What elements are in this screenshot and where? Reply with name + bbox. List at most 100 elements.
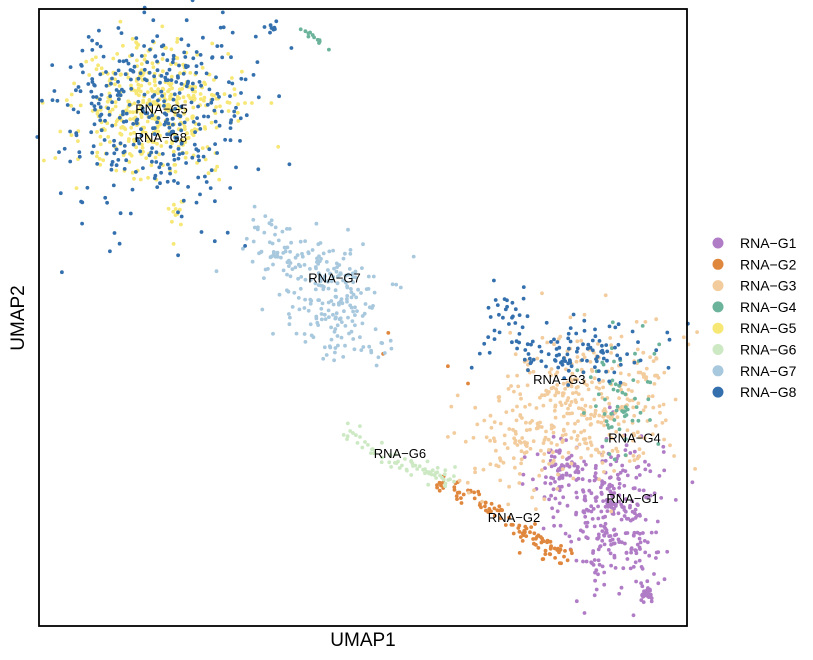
point-g8 (523, 348, 528, 352)
point-g3 (558, 334, 563, 339)
point-g8 (665, 330, 670, 335)
point-g5 (160, 86, 165, 91)
point-g7 (343, 280, 348, 285)
point-g8 (169, 78, 174, 82)
point-g7 (349, 329, 354, 334)
point-g1 (654, 530, 658, 535)
point-g7 (316, 283, 321, 287)
point-g3 (541, 403, 546, 408)
point-g8 (582, 328, 587, 333)
point-g7 (297, 307, 302, 312)
point-g8 (202, 114, 206, 119)
point-g2 (476, 489, 481, 494)
point-g8 (81, 70, 85, 75)
point-g4 (610, 346, 614, 351)
point-g3 (563, 387, 567, 391)
point-g8 (566, 383, 571, 387)
point-g4 (652, 351, 657, 356)
point-g8 (74, 88, 78, 93)
point-g8 (566, 331, 571, 336)
point-g7 (321, 356, 326, 361)
point-g1 (603, 458, 608, 463)
point-g3 (560, 433, 565, 438)
point-g3 (556, 472, 560, 477)
point-g8 (615, 353, 620, 358)
point-g3 (528, 427, 532, 432)
point-g8 (151, 18, 156, 23)
point-g1 (633, 548, 638, 553)
point-g7 (388, 338, 393, 343)
point-g5 (191, 133, 196, 138)
point-g3 (612, 469, 616, 473)
point-g4 (596, 392, 601, 397)
point-g8 (204, 180, 209, 184)
point-g3 (596, 342, 600, 346)
point-g3 (627, 372, 631, 377)
point-g1 (623, 469, 628, 473)
point-g8 (510, 340, 514, 345)
point-g3 (552, 408, 557, 413)
point-g7 (250, 259, 255, 264)
point-g8 (513, 321, 518, 325)
point-g6 (369, 451, 373, 455)
point-g7 (336, 343, 340, 348)
point-g3 (473, 466, 477, 471)
point-g1 (609, 490, 613, 495)
point-g8 (171, 153, 176, 158)
point-g8 (505, 298, 509, 303)
point-g8 (207, 87, 212, 92)
point-g3 (618, 371, 623, 376)
point-g5 (200, 65, 205, 70)
point-g3 (641, 451, 646, 455)
point-g8 (207, 147, 212, 152)
point-g3 (517, 481, 522, 485)
point-g8 (204, 71, 209, 76)
point-g2 (455, 497, 459, 501)
point-g1 (642, 589, 646, 594)
point-g8 (190, 87, 195, 92)
point-g6 (415, 467, 420, 471)
point-g8 (171, 130, 176, 134)
point-g8 (112, 231, 117, 235)
point-g8 (520, 325, 525, 330)
point-g5 (138, 177, 143, 182)
point-g7 (343, 343, 347, 348)
data-points (35, 0, 699, 618)
point-g5 (145, 90, 150, 94)
point-g4 (623, 453, 628, 457)
point-g7 (279, 255, 283, 260)
point-g8 (136, 99, 141, 104)
point-g8 (171, 53, 176, 58)
point-g8 (92, 122, 97, 127)
point-g3 (494, 448, 498, 453)
point-g3 (540, 393, 544, 398)
point-g3 (513, 465, 517, 470)
point-g8 (76, 110, 81, 115)
point-g8 (131, 142, 136, 147)
point-g8 (513, 307, 518, 312)
point-g8 (215, 91, 220, 96)
point-g3 (668, 443, 672, 448)
point-g7 (302, 263, 307, 267)
point-g5 (183, 140, 188, 145)
point-g4 (603, 397, 607, 402)
point-g8 (71, 107, 76, 112)
point-g4 (648, 418, 652, 422)
point-g7 (324, 260, 329, 264)
point-g8 (171, 122, 175, 127)
point-g1 (593, 578, 597, 583)
point-g3 (466, 490, 471, 495)
point-g2 (540, 557, 545, 562)
point-g2 (461, 492, 466, 497)
point-g8 (106, 106, 111, 111)
point-g1 (614, 532, 619, 537)
point-g8 (119, 31, 124, 35)
point-g8 (174, 138, 178, 143)
point-g8 (574, 331, 579, 336)
point-g1 (554, 449, 559, 453)
point-g3 (575, 355, 580, 359)
point-g7 (338, 272, 343, 276)
point-g2 (459, 496, 463, 500)
point-g8 (79, 62, 83, 67)
point-g5 (240, 69, 244, 74)
